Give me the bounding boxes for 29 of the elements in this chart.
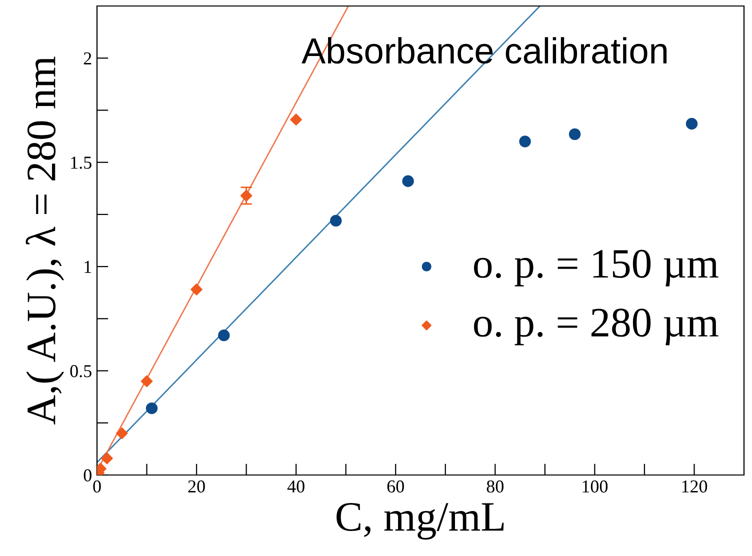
point bbox=[146, 402, 158, 414]
x-tick-label: 120 bbox=[682, 480, 708, 493]
y-tick-label: 0 bbox=[84, 469, 92, 482]
point bbox=[519, 136, 531, 148]
x-axis-title: C, mg/mL bbox=[336, 502, 504, 540]
legend-label: o. p. = 280 µm bbox=[474, 308, 718, 346]
y-axis-title: A,( A.U.), λ = 280 nm bbox=[26, 56, 64, 425]
point bbox=[330, 214, 342, 227]
point bbox=[218, 329, 230, 342]
legend-label: o. p. = 150 µm bbox=[474, 250, 718, 286]
point bbox=[116, 427, 128, 440]
y-tick-label: 0.5 bbox=[70, 365, 92, 378]
point bbox=[190, 284, 202, 296]
y-tick-label: 1.5 bbox=[71, 156, 92, 169]
y-tick-label: 2 bbox=[84, 52, 92, 64]
x-tick-label: 20 bbox=[188, 480, 205, 493]
x-tick-label: 100 bbox=[582, 480, 608, 493]
x-tick-label: 60 bbox=[387, 480, 404, 493]
x-tick-label: 40 bbox=[287, 480, 304, 493]
x-tick-label: 0 bbox=[93, 480, 101, 493]
point bbox=[568, 128, 581, 140]
point bbox=[290, 114, 302, 126]
point bbox=[140, 375, 153, 388]
x-tick-label: 80 bbox=[486, 480, 504, 493]
y-tick-label: 1 bbox=[84, 260, 92, 273]
point bbox=[402, 175, 414, 187]
point bbox=[101, 452, 113, 464]
point bbox=[686, 118, 698, 130]
point bbox=[240, 190, 252, 202]
